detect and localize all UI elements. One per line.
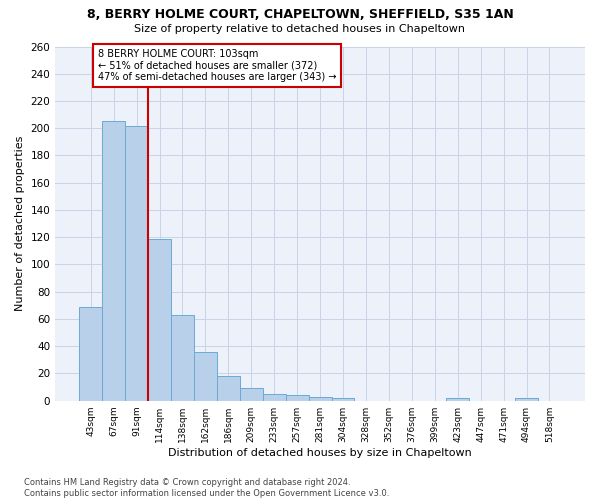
Y-axis label: Number of detached properties: Number of detached properties	[15, 136, 25, 312]
Bar	[102, 122, 125, 400]
Bar	[515, 398, 538, 400]
Bar	[332, 398, 355, 400]
X-axis label: Distribution of detached houses by size in Chapeltown: Distribution of detached houses by size …	[168, 448, 472, 458]
Text: Contains HM Land Registry data © Crown copyright and database right 2024.
Contai: Contains HM Land Registry data © Crown c…	[24, 478, 389, 498]
Text: 8, BERRY HOLME COURT, CHAPELTOWN, SHEFFIELD, S35 1AN: 8, BERRY HOLME COURT, CHAPELTOWN, SHEFFI…	[86, 8, 514, 20]
Text: 8 BERRY HOLME COURT: 103sqm
← 51% of detached houses are smaller (372)
47% of se: 8 BERRY HOLME COURT: 103sqm ← 51% of det…	[98, 49, 336, 82]
Bar	[446, 398, 469, 400]
Bar	[217, 376, 240, 400]
Bar	[240, 388, 263, 400]
Bar	[308, 396, 332, 400]
Text: Size of property relative to detached houses in Chapeltown: Size of property relative to detached ho…	[134, 24, 466, 34]
Bar	[263, 394, 286, 400]
Bar	[194, 352, 217, 401]
Bar	[286, 396, 308, 400]
Bar	[79, 306, 102, 400]
Bar	[125, 126, 148, 400]
Bar	[171, 315, 194, 400]
Bar	[148, 238, 171, 400]
